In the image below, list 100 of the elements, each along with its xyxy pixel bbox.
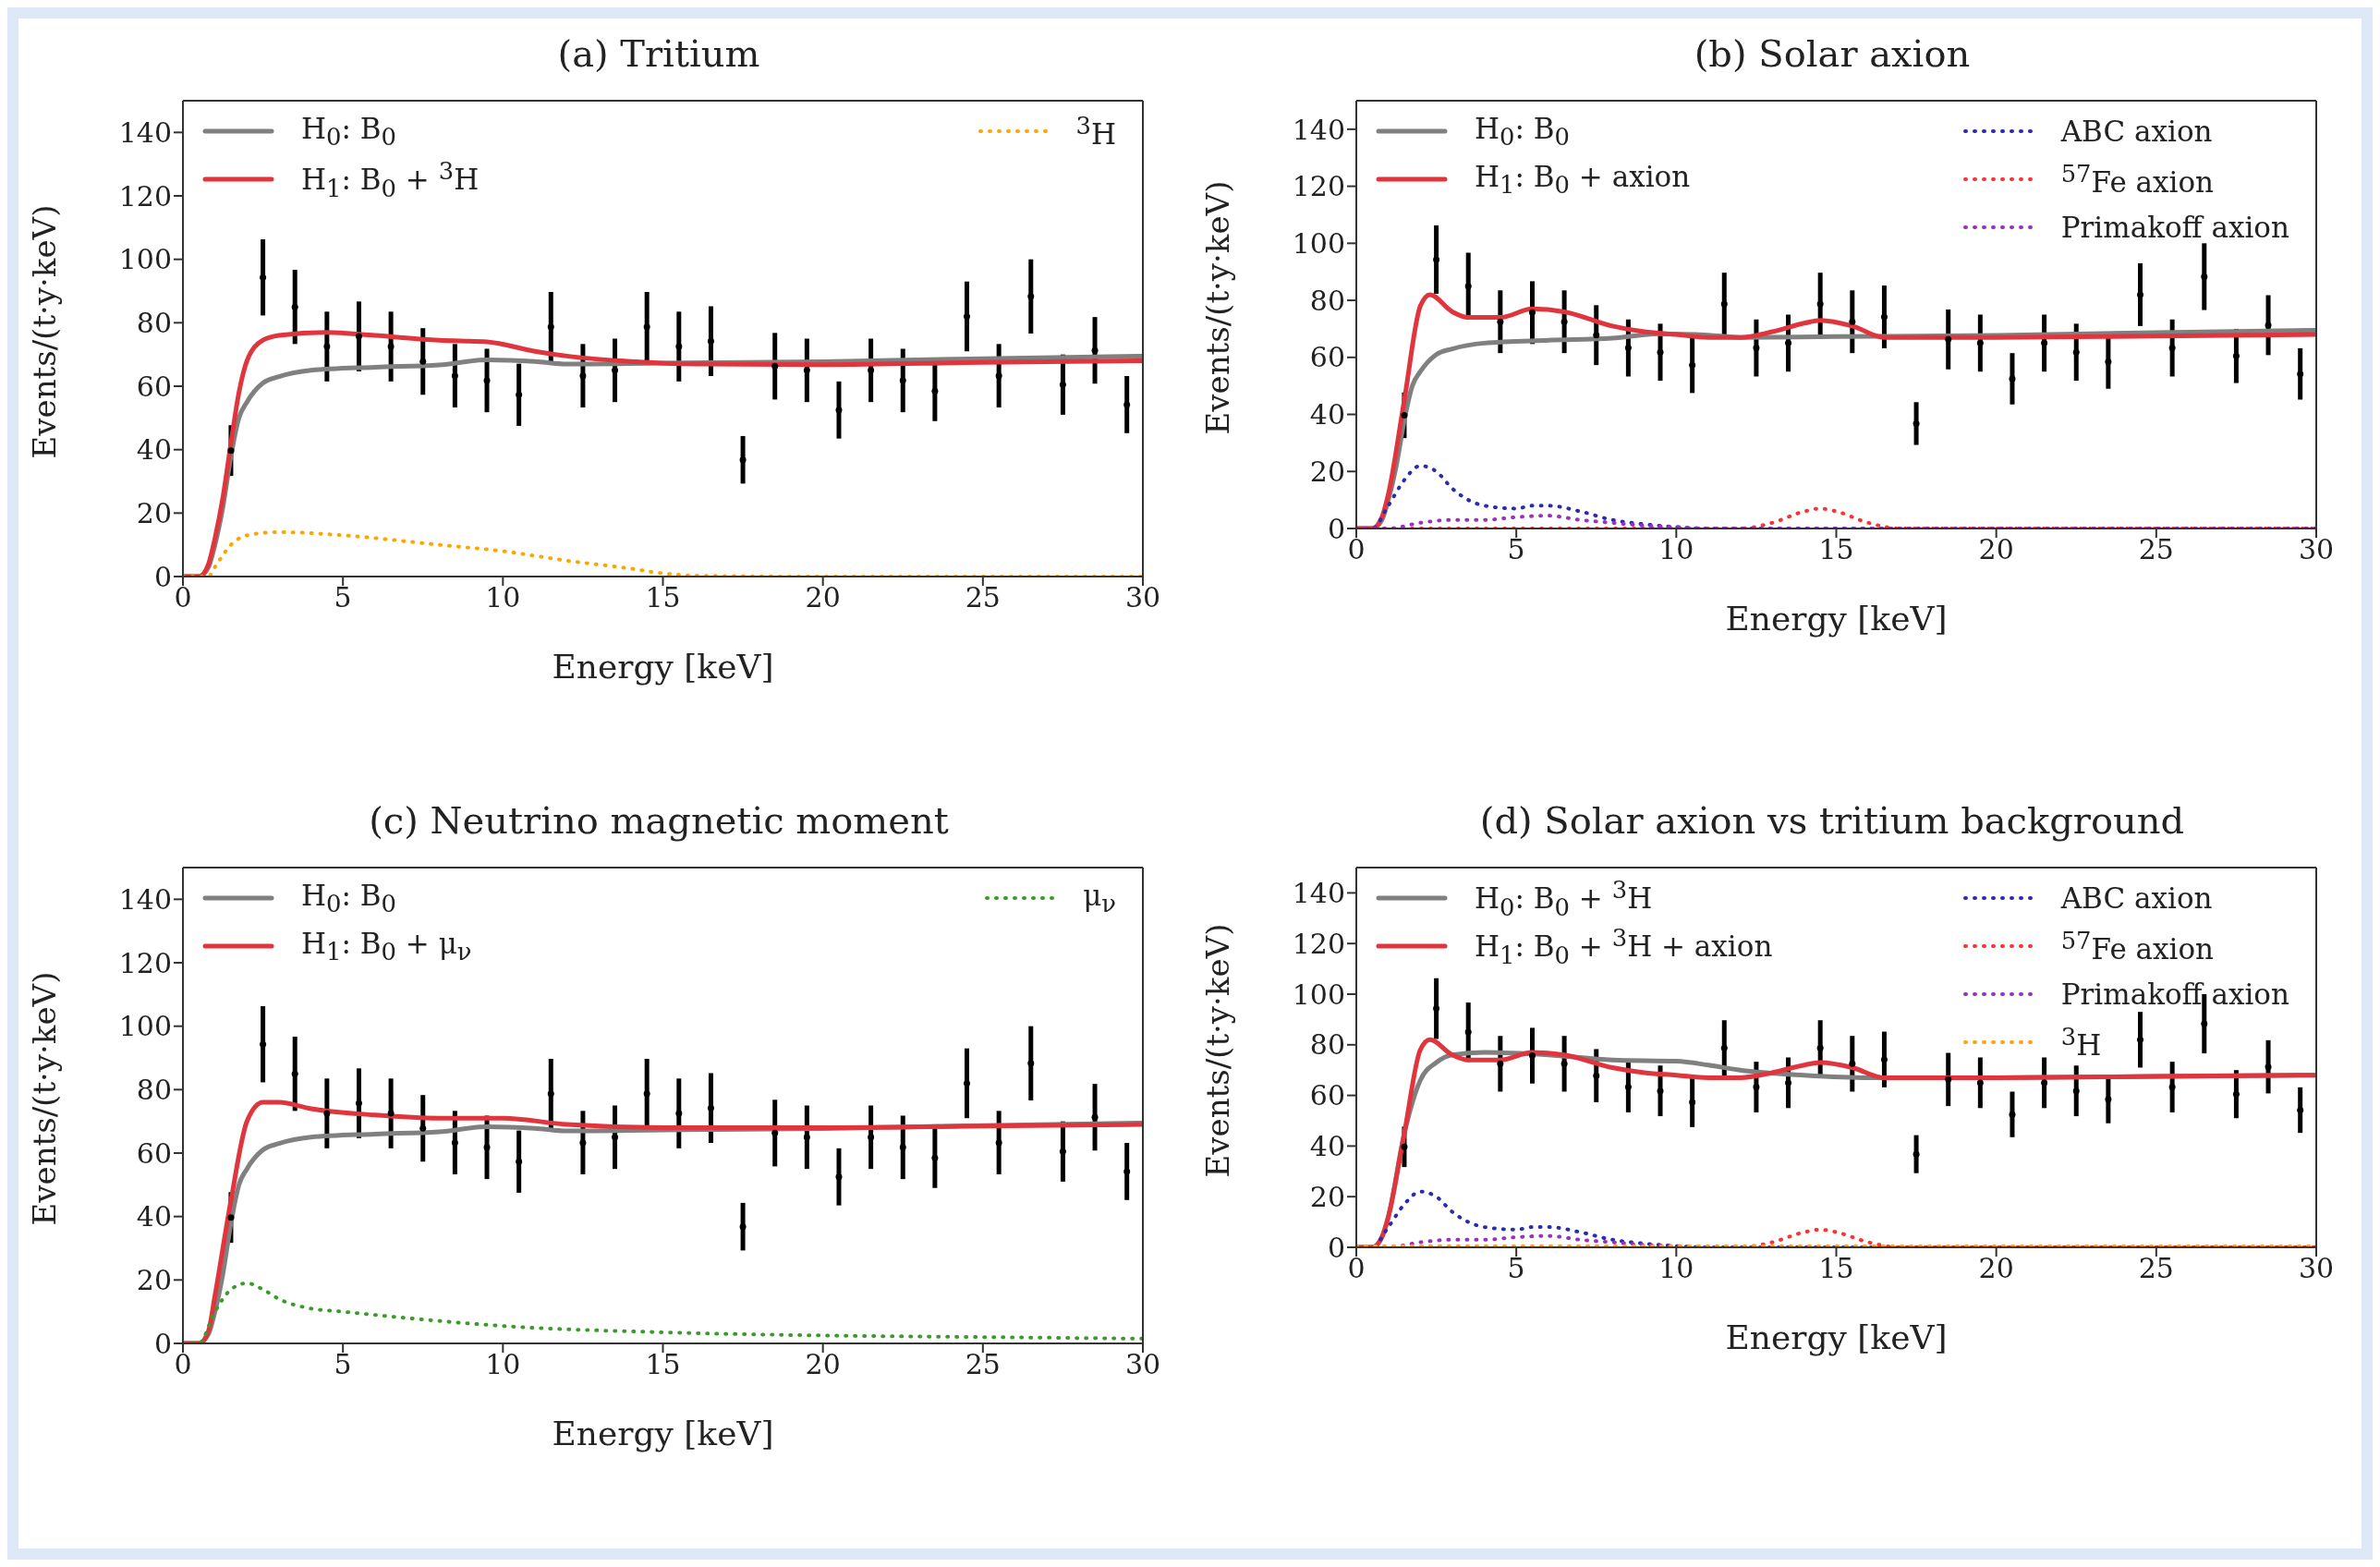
point (451, 1139, 458, 1147)
point (1689, 361, 1696, 369)
point (1785, 339, 1792, 346)
point (1880, 1056, 1888, 1063)
point (643, 323, 650, 331)
point (323, 1110, 331, 1117)
point (291, 303, 298, 310)
point (579, 372, 587, 380)
point (612, 367, 619, 374)
point (227, 447, 235, 455)
x-tick-label: 20 (1978, 1252, 2014, 1285)
point (516, 1158, 523, 1165)
point (2137, 1036, 2144, 1043)
point (1027, 293, 1035, 300)
y-tick-label: 100 (1292, 226, 1345, 260)
y-tick-label: 140 (118, 115, 172, 149)
legend-label: H$_{1}$: B$_{0}$ + μ$_{ν}$ (301, 926, 472, 966)
y-tick-label: 60 (136, 1136, 172, 1170)
x-tick-label: 25 (965, 581, 1001, 614)
x-tick-label: 10 (1658, 533, 1694, 566)
legend-label: μ$_{ν}$ (1083, 878, 1116, 918)
point (1657, 348, 1664, 356)
x-tick-label: 5 (1507, 1252, 1525, 1285)
x-tick-label: 25 (2138, 1252, 2174, 1285)
x-tick-label: 25 (2138, 533, 2174, 566)
point (1027, 1060, 1035, 1067)
x-tick-label: 5 (334, 581, 352, 614)
y-tick-label: 120 (1292, 927, 1345, 960)
y-tick-label: 80 (136, 306, 172, 339)
point (899, 1144, 906, 1151)
legend-label: H$_{0}$: B$_{0}$ (301, 111, 397, 152)
x-axis-title: Energy [keV] (552, 648, 774, 686)
y-tick-label: 120 (118, 179, 172, 213)
y-axis-title: Events/(t·y·keV) (1199, 180, 1237, 435)
chart-title: (d) Solar axion vs tritium background (1478, 798, 2186, 844)
point (387, 343, 395, 350)
point (1560, 1060, 1568, 1067)
point (868, 1134, 875, 1141)
point (707, 1104, 714, 1111)
point (1720, 1044, 1728, 1051)
x-tick-label: 15 (645, 581, 681, 614)
point (1785, 1079, 1792, 1087)
legend-label: H$_{0}$: B$_{0}$ (1475, 111, 1571, 152)
point (260, 273, 267, 281)
point (931, 1154, 939, 1161)
legend-label: $^{3}$H (1075, 111, 1116, 152)
legend-label: H$_{1}$: B$_{0}$ + $^{3}$H (301, 156, 480, 202)
point (2105, 1096, 2112, 1103)
legend-label: ABC axion (2060, 115, 2213, 148)
point (2105, 358, 2112, 365)
y-tick-label: 120 (118, 946, 172, 979)
point (516, 391, 523, 398)
point (1401, 411, 1408, 419)
point (1433, 256, 1440, 263)
legend-label: Primakoff axion (2060, 978, 2289, 1011)
point (1976, 1079, 1984, 1087)
y-axis-title: Events/(t·y·keV) (26, 971, 64, 1226)
y-tick-label: 80 (1309, 1028, 1345, 1062)
point (803, 1134, 810, 1141)
point (2297, 1106, 2304, 1113)
y-tick-label: 40 (1309, 398, 1345, 431)
point (1593, 1072, 1600, 1079)
point (2072, 1087, 2080, 1095)
y-tick-label: 0 (153, 1327, 172, 1360)
y-tick-label: 0 (153, 560, 172, 593)
point (707, 337, 714, 345)
point (2265, 322, 2272, 329)
legend-label: H$_{1}$: B$_{0}$ + $^{3}$H + axion (1475, 923, 1773, 969)
point (2232, 1090, 2240, 1098)
point (835, 1173, 843, 1181)
point (2072, 348, 2080, 356)
point (675, 1110, 683, 1117)
point (1624, 345, 1632, 352)
x-tick-label: 20 (805, 1348, 841, 1381)
legend-label: H$_{0}$: B$_{0}$ + $^{3}$H (1475, 875, 1653, 921)
point (1816, 1044, 1824, 1051)
point (1976, 339, 1984, 346)
legend-label: $^{3}$H (2060, 1022, 2102, 1063)
x-tick-label: 10 (485, 1348, 521, 1381)
point (1816, 300, 1824, 308)
point (868, 367, 875, 374)
y-tick-label: 20 (1309, 455, 1345, 488)
point (2168, 345, 2176, 352)
y-tick-label: 20 (136, 496, 172, 529)
point (995, 1139, 1002, 1147)
point (1123, 1168, 1131, 1175)
point (1464, 1028, 1472, 1036)
point (323, 343, 331, 350)
x-tick-label: 15 (645, 1348, 681, 1381)
legend-label: $^{57}$Fe axion (2060, 926, 2215, 966)
point (2232, 352, 2240, 359)
chart-title: (b) Solar axion (1693, 31, 1972, 77)
x-tick-label: 5 (334, 1348, 352, 1381)
x-tick-label: 20 (1978, 533, 2014, 566)
point (355, 333, 362, 340)
point (1123, 401, 1131, 408)
point (835, 407, 843, 414)
y-tick-label: 120 (1292, 170, 1345, 203)
legend-label: H$_{1}$: B$_{0}$ + axion (1475, 159, 1691, 200)
y-tick-label: 100 (118, 243, 172, 276)
